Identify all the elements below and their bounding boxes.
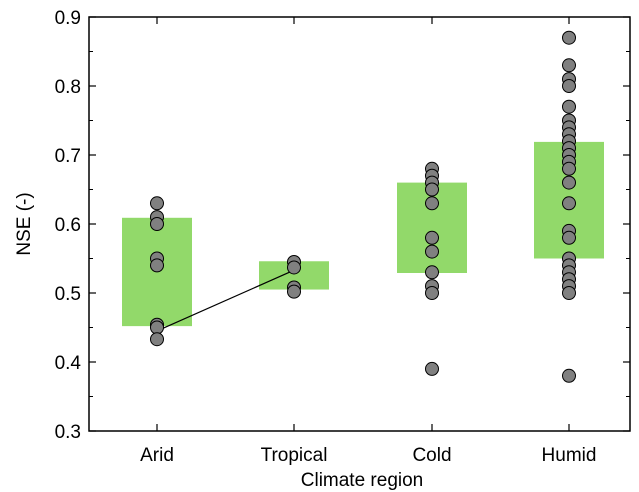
data-point xyxy=(150,320,164,335)
data-point xyxy=(562,99,576,114)
data-point xyxy=(562,58,576,73)
y-tick-label: 0.5 xyxy=(55,284,81,305)
data-point xyxy=(562,368,576,383)
y-tick-label: 0.6 xyxy=(55,215,81,236)
points-layer xyxy=(150,30,576,383)
data-point xyxy=(150,332,164,347)
y-tick-label: 0.7 xyxy=(55,146,81,167)
data-point xyxy=(425,182,439,197)
x-axis-title: Climate region xyxy=(301,470,424,491)
data-point xyxy=(562,230,576,245)
data-point xyxy=(562,30,576,45)
data-point xyxy=(562,161,576,176)
data-point xyxy=(425,361,439,376)
data-point xyxy=(150,217,164,231)
y-axis-title: NSE (-) xyxy=(14,192,35,255)
boxes-layer xyxy=(122,141,604,327)
x-tick-label-tropical: Tropical xyxy=(261,445,328,466)
y-tick-label: 0.4 xyxy=(55,353,82,374)
data-point xyxy=(287,284,301,299)
data-point xyxy=(562,196,576,211)
data-point xyxy=(150,258,164,273)
data-point xyxy=(425,230,439,245)
x-tick-label-arid: Arid xyxy=(140,445,174,466)
connector-line xyxy=(156,269,295,332)
x-tick-label-cold: Cold xyxy=(412,445,451,466)
data-point xyxy=(425,265,439,280)
y-tick-label: 0.9 xyxy=(55,8,81,29)
data-point xyxy=(425,286,439,300)
y-tick-label: 0.3 xyxy=(55,422,81,443)
data-point xyxy=(150,196,164,211)
data-point xyxy=(562,79,576,93)
connector-layer xyxy=(156,269,295,332)
y-axis: 0.3 0.4 0.5 0.6 0.7 0.8 0.9 xyxy=(55,8,630,443)
data-point xyxy=(562,286,576,300)
x-axis: Arid Tropical Cold Humid xyxy=(140,17,596,466)
data-point xyxy=(425,196,439,211)
y-tick-label: 0.8 xyxy=(55,77,81,98)
data-point xyxy=(287,260,301,275)
data-point xyxy=(425,244,439,259)
x-tick-label-humid: Humid xyxy=(542,445,597,466)
data-point xyxy=(562,175,576,190)
